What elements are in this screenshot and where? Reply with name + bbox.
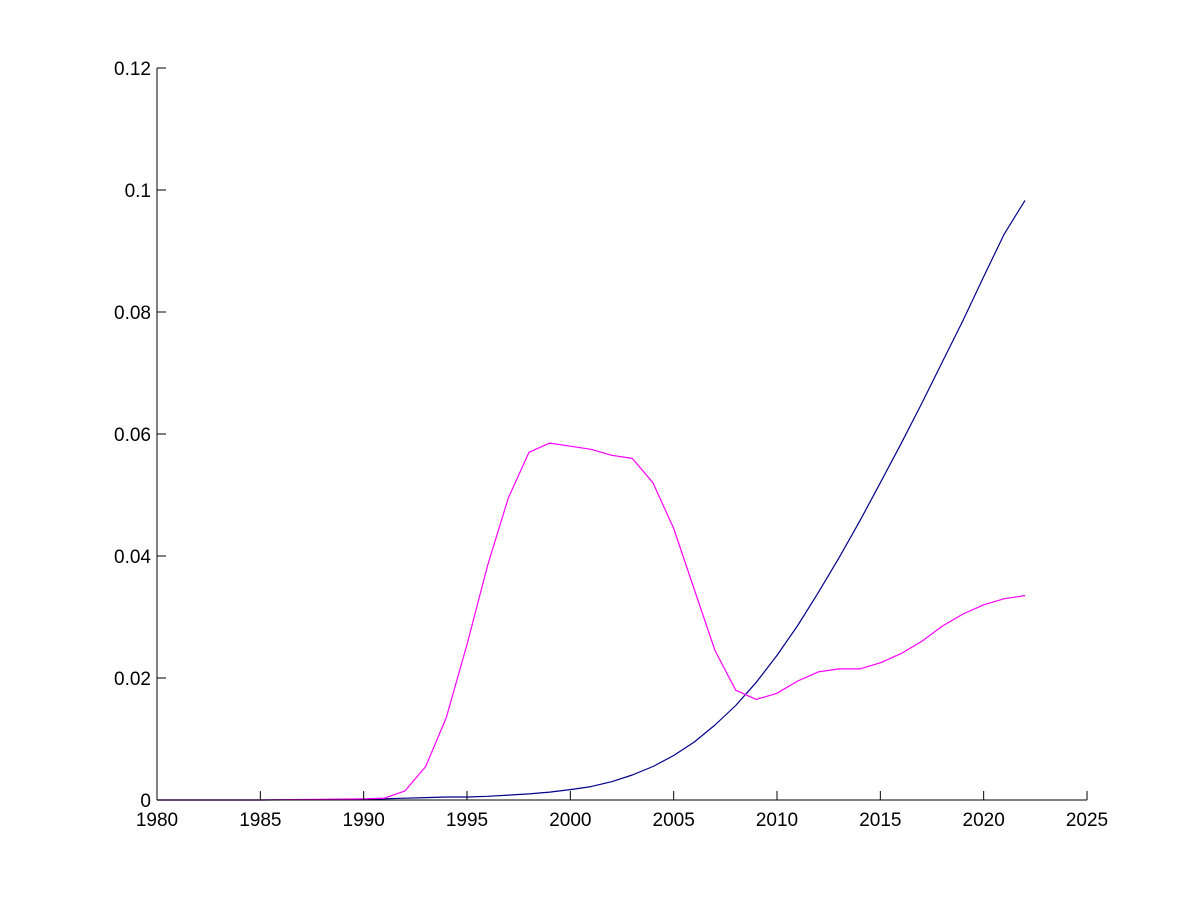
x-tick-label: 2000 xyxy=(549,810,591,831)
x-tick-label: 2025 xyxy=(1066,810,1108,831)
x-tick-label: 2015 xyxy=(859,810,901,831)
y-tick-label: 0.02 xyxy=(114,669,151,690)
x-tick-label: 1980 xyxy=(136,810,178,831)
x-tick-label: 2005 xyxy=(653,810,695,831)
axes-layer: 1980 1985 1990 1995 2000 2005 2010 2015 2020 2025… xyxy=(114,59,1108,831)
x-tick-label: 1995 xyxy=(446,810,488,831)
x-tick-label: 1985 xyxy=(239,810,281,831)
series-line-1 xyxy=(157,200,1026,801)
y-tick-label: 0.1 xyxy=(125,181,151,202)
series-layer xyxy=(157,200,1026,801)
x-tick-label: 2010 xyxy=(756,810,798,831)
x-tick-label: 1990 xyxy=(343,810,385,831)
y-tick-label: 0 xyxy=(140,791,151,812)
x-tick-label: 2020 xyxy=(963,810,1005,831)
y-tick-label: 0.06 xyxy=(114,425,151,446)
y-tick-label: 0.12 xyxy=(114,59,151,80)
y-tick-label: 0.08 xyxy=(114,303,151,324)
series-line-2 xyxy=(157,442,1026,801)
y-tick-label: 0.04 xyxy=(114,547,151,568)
